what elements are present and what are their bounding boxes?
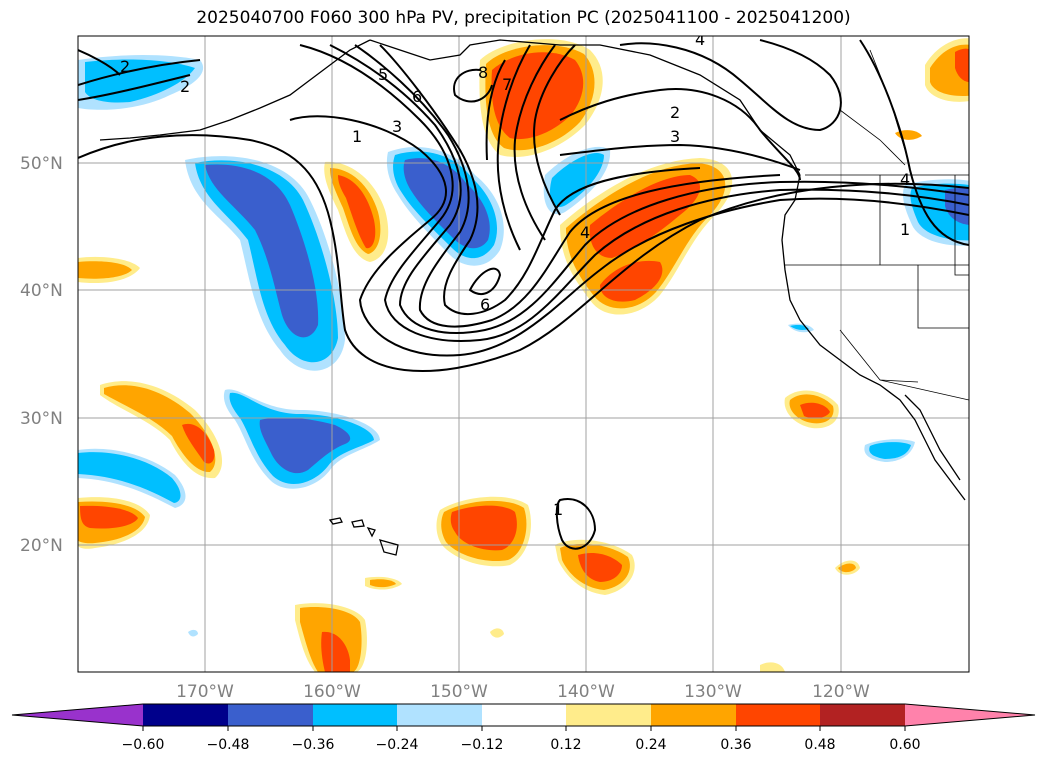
colorbar-tick-label: 0.36 bbox=[720, 737, 751, 753]
contour-label: 8 bbox=[478, 63, 488, 82]
precip-area bbox=[800, 402, 830, 419]
colorbar-segment bbox=[736, 704, 820, 726]
colorbar-segment bbox=[397, 704, 482, 726]
colorbar-segment bbox=[566, 704, 651, 726]
latitude-labels: 50°N 40°N 30°N 20°N bbox=[20, 154, 63, 556]
precip-area bbox=[450, 505, 517, 551]
colorbar-segment bbox=[651, 704, 736, 726]
contour-label: 4 bbox=[695, 30, 705, 49]
colorbar: −0.60 −0.48 −0.36 −0.24 −0.12 0.12 0.24 … bbox=[11, 703, 1036, 753]
longitude-labels: 170°W 160°W 150°W 140°W 130°W 120°W bbox=[176, 682, 870, 702]
precip-area bbox=[188, 629, 198, 637]
precip-area bbox=[85, 59, 195, 103]
precip-area bbox=[491, 52, 584, 140]
precip-area bbox=[205, 164, 319, 338]
lon-label-140w: 140°W bbox=[557, 682, 615, 702]
colorbar-tick-label: −0.24 bbox=[376, 737, 419, 753]
contour-label: 6 bbox=[480, 295, 490, 314]
precip-area bbox=[370, 579, 396, 588]
colorbar-tick-label: 0.12 bbox=[550, 737, 581, 753]
contour-label: 7 bbox=[502, 75, 512, 94]
precip-area bbox=[78, 261, 132, 279]
pv-contour-labels: 2 2 3 5 6 1 8 7 2 3 4 6 4 4 1 1 bbox=[120, 30, 910, 519]
contour-label: 1 bbox=[553, 500, 563, 519]
colorbar-segment bbox=[228, 704, 313, 726]
colorbar-tick-label: −0.48 bbox=[207, 737, 250, 753]
colorbar-tick-label: 0.60 bbox=[889, 737, 920, 753]
precip-area bbox=[945, 187, 969, 225]
contour-label: 1 bbox=[900, 220, 910, 239]
precipitation-shading bbox=[78, 38, 969, 672]
precip-area bbox=[104, 385, 216, 473]
colorbar-ticks bbox=[142, 726, 906, 731]
gridlines bbox=[78, 36, 969, 672]
contour-label: 2 bbox=[120, 57, 130, 76]
precip-area bbox=[78, 452, 181, 503]
colorbar-segment bbox=[905, 704, 1035, 726]
contour-label: 3 bbox=[670, 127, 680, 146]
colorbar-tick-label: 0.48 bbox=[804, 737, 835, 753]
precip-area bbox=[490, 628, 504, 638]
contour-label: 2 bbox=[180, 77, 190, 96]
colorbar-tick-label: 0.24 bbox=[635, 737, 666, 753]
lon-label-160w: 160°W bbox=[303, 682, 361, 702]
colorbar-tick-label: −0.60 bbox=[122, 737, 165, 753]
precip-area bbox=[869, 442, 911, 459]
lat-label-40n: 40°N bbox=[20, 281, 63, 301]
precip-area bbox=[338, 175, 376, 249]
map-frame bbox=[77, 35, 970, 673]
contour-label: 1 bbox=[352, 127, 362, 146]
lon-label-130w: 130°W bbox=[684, 682, 742, 702]
precip-area bbox=[955, 48, 969, 83]
lat-label-20n: 20°N bbox=[20, 536, 63, 556]
lat-label-50n: 50°N bbox=[20, 154, 63, 174]
colorbar-segment bbox=[143, 704, 228, 726]
precip-area bbox=[760, 662, 785, 672]
contour-label: 5 bbox=[378, 65, 388, 84]
lon-label-170w: 170°W bbox=[176, 682, 234, 702]
lat-label-30n: 30°N bbox=[20, 409, 63, 429]
precip-area bbox=[403, 158, 490, 249]
lon-label-150w: 150°W bbox=[430, 682, 488, 702]
colorbar-segment bbox=[820, 704, 905, 726]
map-title: 2025040700 F060 300 hPa PV, precipitatio… bbox=[196, 8, 851, 28]
precip-area bbox=[600, 260, 663, 302]
precip-area bbox=[321, 631, 350, 672]
colorbar-tick-label: −0.36 bbox=[292, 737, 335, 753]
precip-area bbox=[259, 417, 351, 474]
lon-label-120w: 120°W bbox=[812, 682, 870, 702]
colorbar-segment bbox=[482, 704, 566, 726]
colorbar-segment bbox=[12, 704, 143, 726]
precip-area bbox=[182, 423, 215, 464]
colorbar-segment bbox=[313, 704, 397, 726]
precip-area bbox=[549, 152, 604, 207]
contour-label: 6 bbox=[412, 87, 422, 106]
contour-label: 4 bbox=[580, 223, 590, 242]
pv-contours bbox=[78, 39, 969, 550]
colorbar-tick-label: −0.12 bbox=[461, 737, 504, 753]
contour-label: 2 bbox=[670, 103, 680, 122]
precip-area bbox=[578, 553, 622, 582]
precip-area bbox=[838, 563, 856, 573]
contour-label: 3 bbox=[392, 117, 402, 136]
contour-label: 4 bbox=[900, 170, 910, 189]
precip-area bbox=[80, 505, 138, 529]
